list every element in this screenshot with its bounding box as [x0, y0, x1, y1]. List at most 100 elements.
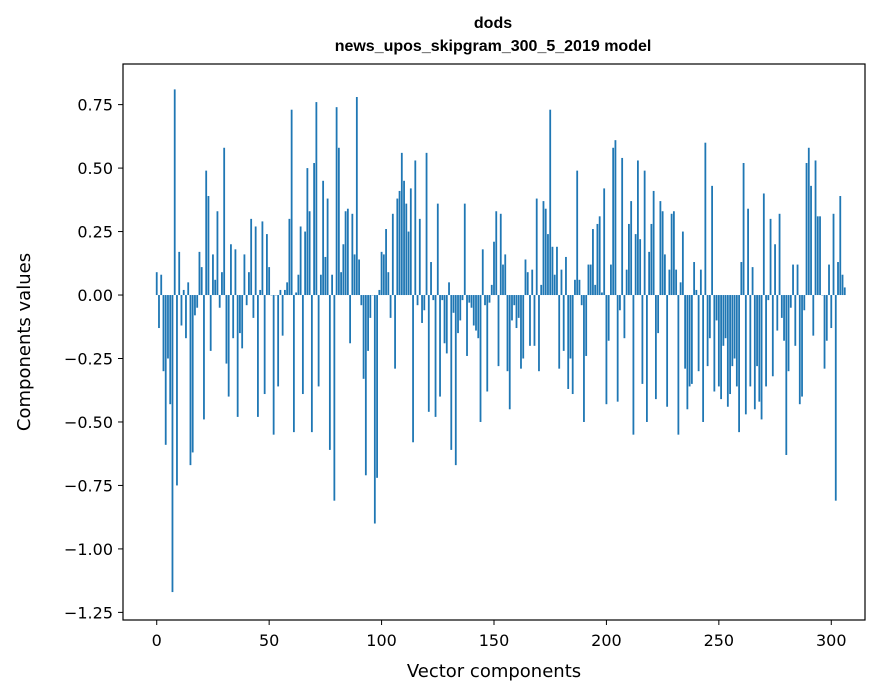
bar — [504, 254, 507, 296]
bar — [212, 254, 214, 296]
bar — [203, 295, 205, 420]
bar — [592, 229, 594, 296]
bar — [160, 274, 163, 296]
bar — [652, 190, 655, 296]
bar — [792, 264, 794, 296]
bar — [171, 295, 174, 593]
bar — [477, 295, 480, 339]
bar — [767, 295, 770, 301]
bar — [731, 295, 734, 367]
bar — [454, 295, 457, 466]
bar — [324, 256, 327, 296]
bar — [173, 89, 176, 296]
bar — [794, 295, 797, 346]
bar — [787, 295, 790, 372]
bar — [353, 254, 356, 296]
bar — [643, 170, 646, 296]
bar — [834, 295, 837, 501]
bar — [288, 218, 291, 296]
bar — [387, 272, 390, 296]
bar — [304, 231, 307, 296]
y-tick-label: −0.25 — [64, 350, 113, 369]
bar — [798, 295, 801, 405]
bar — [257, 295, 259, 417]
bar — [585, 295, 588, 356]
x-tick-label: 250 — [704, 631, 735, 650]
bar — [214, 279, 217, 296]
bar — [558, 295, 561, 369]
bar — [758, 295, 761, 402]
bar — [155, 272, 158, 296]
bar — [659, 201, 662, 296]
bar — [198, 251, 201, 296]
bar — [535, 198, 538, 296]
bar — [364, 295, 367, 476]
bar — [603, 188, 606, 296]
bar — [486, 295, 489, 392]
bar — [178, 251, 181, 296]
bar — [468, 295, 471, 303]
bar — [416, 295, 419, 306]
bar — [227, 295, 230, 397]
bar — [778, 213, 781, 296]
bar — [337, 147, 340, 296]
bar — [551, 246, 554, 296]
bar — [843, 287, 846, 296]
bar — [261, 221, 264, 296]
bar — [697, 295, 700, 372]
bar — [837, 262, 839, 296]
bar — [164, 295, 167, 445]
bar — [639, 239, 642, 296]
bar — [553, 274, 556, 296]
bar — [517, 295, 520, 318]
bar — [634, 234, 637, 296]
bar — [711, 185, 713, 296]
bar — [565, 256, 567, 296]
bar — [749, 295, 752, 387]
bar — [189, 295, 192, 466]
bar — [760, 295, 763, 420]
y-tick-label: 0.75 — [77, 96, 113, 115]
bar — [394, 295, 396, 369]
bar — [722, 295, 725, 346]
bar — [540, 284, 543, 296]
bar — [351, 213, 354, 296]
bar — [598, 216, 601, 296]
x-tick-label: 300 — [816, 631, 847, 650]
bar — [805, 163, 808, 296]
bar — [209, 295, 212, 351]
bar — [239, 295, 241, 334]
bar — [589, 264, 592, 296]
bar — [328, 295, 331, 450]
bar — [385, 229, 387, 296]
bar — [650, 223, 653, 296]
bar — [625, 269, 628, 296]
bar — [259, 289, 262, 296]
bar — [225, 295, 228, 364]
bar — [679, 282, 682, 296]
bar — [434, 295, 437, 417]
bar — [342, 244, 345, 296]
bar — [340, 272, 342, 296]
bar — [187, 282, 190, 296]
bar — [657, 295, 660, 334]
x-axis-ticks: 0 50 100 150 200 250 300 — [152, 620, 847, 650]
bar — [783, 295, 785, 341]
bar — [641, 295, 644, 384]
x-tick-label: 150 — [479, 631, 510, 650]
y-tick-label: 0.25 — [77, 223, 113, 242]
bar — [571, 295, 574, 395]
bar — [436, 203, 439, 296]
bar — [421, 295, 423, 323]
bar — [223, 147, 226, 296]
bar — [668, 269, 671, 296]
bar — [405, 203, 408, 296]
bar — [367, 295, 369, 351]
bar — [185, 295, 187, 339]
bar — [693, 262, 696, 296]
bar — [445, 295, 448, 354]
bar — [526, 272, 529, 296]
bar — [515, 295, 518, 329]
x-tick-label: 100 — [366, 631, 397, 650]
bar — [819, 216, 821, 296]
